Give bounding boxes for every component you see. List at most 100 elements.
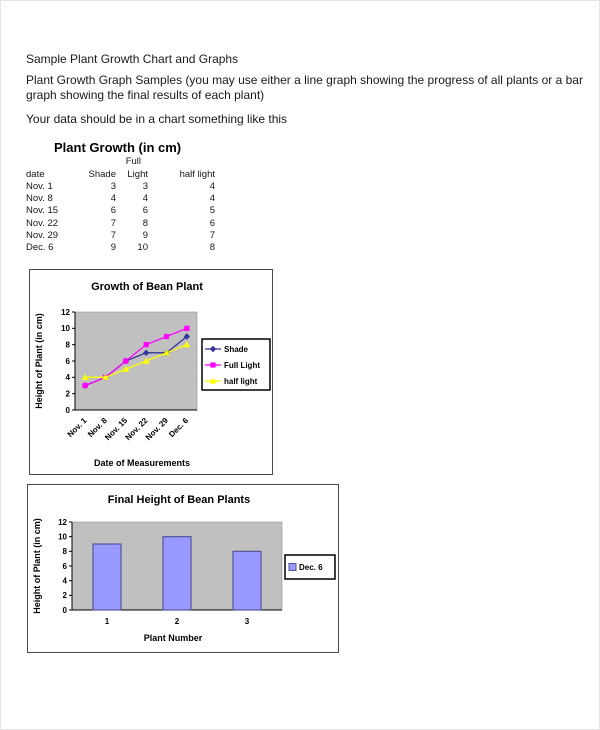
table-cell: 5: [209, 205, 215, 217]
data-point-marker: [184, 325, 190, 331]
doc-note: Your data should be in a chart something…: [26, 112, 288, 126]
table-cell: [26, 155, 81, 167]
bar: [92, 543, 122, 611]
table-cell: 6: [209, 217, 215, 229]
bar: [232, 550, 262, 611]
plot-area: [74, 311, 198, 411]
x-tick-label: 3: [245, 617, 250, 626]
table-row: Nov. 22 7 8 6: [26, 216, 215, 229]
table-cell: 4: [110, 193, 116, 205]
table-row: Nov. 15 6 6 5: [26, 204, 215, 216]
row-label: Nov. 22: [26, 217, 59, 229]
data-point-marker: [143, 342, 149, 348]
table-cell: 6: [110, 205, 116, 217]
data-point-marker: [183, 341, 191, 348]
data-point-marker: [123, 358, 129, 364]
row-label: Nov. 15: [26, 205, 59, 217]
legend-label: half light: [224, 377, 258, 386]
x-axis-title: Plant Number: [144, 633, 203, 643]
row-label: Nov. 1: [26, 180, 53, 192]
table-row: Nov. 1 3 3 4: [26, 180, 215, 192]
data-point-marker: [163, 349, 170, 356]
col-header: half light: [179, 168, 215, 180]
legend-label: Dec. 6: [299, 563, 323, 572]
y-tick-label: 0: [66, 406, 71, 415]
table-title: Plant Growth (in cm): [54, 140, 182, 155]
legend-marker: [210, 362, 216, 368]
y-tick-label: 4: [63, 576, 68, 585]
row-label: Nov. 8: [26, 193, 53, 205]
y-tick-label: 6: [63, 562, 68, 571]
table-cell: [81, 155, 116, 167]
table-cell: 4: [142, 193, 148, 205]
y-tick-label: 12: [61, 308, 70, 317]
legend-marker: [209, 377, 217, 384]
table-body: Nov. 1 3 3 4 Nov. 8 4 4 4 Nov. 15 6 6 5 Nov. 22 7 8 6 No…: [26, 180, 215, 253]
legend-label: Shade: [224, 345, 249, 354]
table-cell: 3: [110, 180, 116, 192]
table-cell: 8: [209, 242, 215, 254]
x-tick-label: 2: [175, 617, 180, 626]
y-tick-label: 10: [58, 532, 67, 541]
y-tick-label: 10: [61, 324, 70, 333]
y-tick-label: 4: [66, 373, 71, 382]
table-cell: 4: [209, 180, 215, 192]
table-cell: 7: [110, 217, 116, 229]
y-tick-label: 12: [58, 518, 67, 527]
table-cell: 10: [137, 242, 148, 254]
line-chart: Growth of Bean Plant 0 2 4 6 8 10 12 Nov. 1 Nov. …: [34, 281, 271, 468]
table-row: Dec. 6 9 10 8: [26, 241, 215, 253]
y-axis-title: Height of Plant (in cm): [32, 518, 42, 614]
bar-chart-box: Final Height of Bean Plants 0 2 4 6 8 10 12 1 2 3 P…: [27, 484, 339, 653]
x-tick-label: Dec. 6: [167, 416, 190, 439]
data-point-marker: [142, 349, 150, 357]
line-chart-title: Growth of Bean Plant: [91, 281, 203, 293]
data-point-marker: [163, 333, 170, 340]
table-row: Nov. 29 7 9 7: [26, 229, 215, 241]
bar: [162, 536, 192, 611]
y-axis-title: Height of Plant (in cm): [34, 313, 44, 409]
table-cell: 4: [209, 193, 215, 205]
table-cell: 3: [142, 180, 148, 192]
table-cell: 8: [142, 217, 148, 229]
table-header-row: date Shade Light half light: [26, 167, 215, 180]
data-point-marker: [122, 365, 130, 372]
y-tick-label: 2: [66, 389, 71, 398]
table-header-over-row: Full: [26, 155, 215, 167]
plant-growth-table: Full date Shade Light half light Nov. 1 3 3 4 No…: [26, 155, 215, 253]
data-point-marker: [81, 373, 89, 380]
legend-label: Full Light: [224, 361, 260, 370]
table-cell: 9: [142, 230, 148, 242]
y-tick-label: 8: [63, 547, 68, 556]
series-line: [85, 344, 188, 378]
x-tick-label: 1: [105, 617, 110, 626]
series-line: [84, 327, 188, 387]
data-point-marker: [142, 357, 150, 364]
data-point-marker: [183, 333, 191, 340]
table-cell: 6: [142, 205, 148, 217]
legend-marker: [209, 345, 217, 353]
x-axis-title: Date of Measurements: [94, 458, 190, 468]
data-point-marker: [82, 382, 88, 389]
table-cell: 7: [110, 230, 116, 242]
col-header-full: Full: [125, 156, 141, 168]
row-label: Dec. 6: [26, 242, 54, 254]
y-tick-label: 8: [66, 340, 71, 349]
table-cell: 7: [209, 230, 215, 242]
table-cell: [148, 155, 215, 167]
x-tick-label: Nov. 1: [66, 416, 89, 439]
col-header: date: [26, 168, 45, 180]
col-header: Light: [127, 168, 148, 180]
table-row: Nov. 8 4 4 4: [26, 192, 215, 204]
y-tick-label: 0: [63, 606, 68, 615]
row-label: Nov. 29: [26, 230, 59, 242]
legend-swatch: [288, 563, 297, 571]
table-cell: 9: [110, 242, 116, 254]
doc-heading: Sample Plant Growth Chart and Graphs: [26, 52, 239, 66]
x-tick-label: Nov. 29: [144, 416, 170, 442]
line-chart-box: Growth of Bean Plant 0 2 4 6 8 10 12 Nov. 1 Nov. …: [29, 269, 273, 475]
col-header: Shade: [88, 168, 116, 180]
bar-chart-title: Final Height of Bean Plants: [108, 494, 250, 506]
